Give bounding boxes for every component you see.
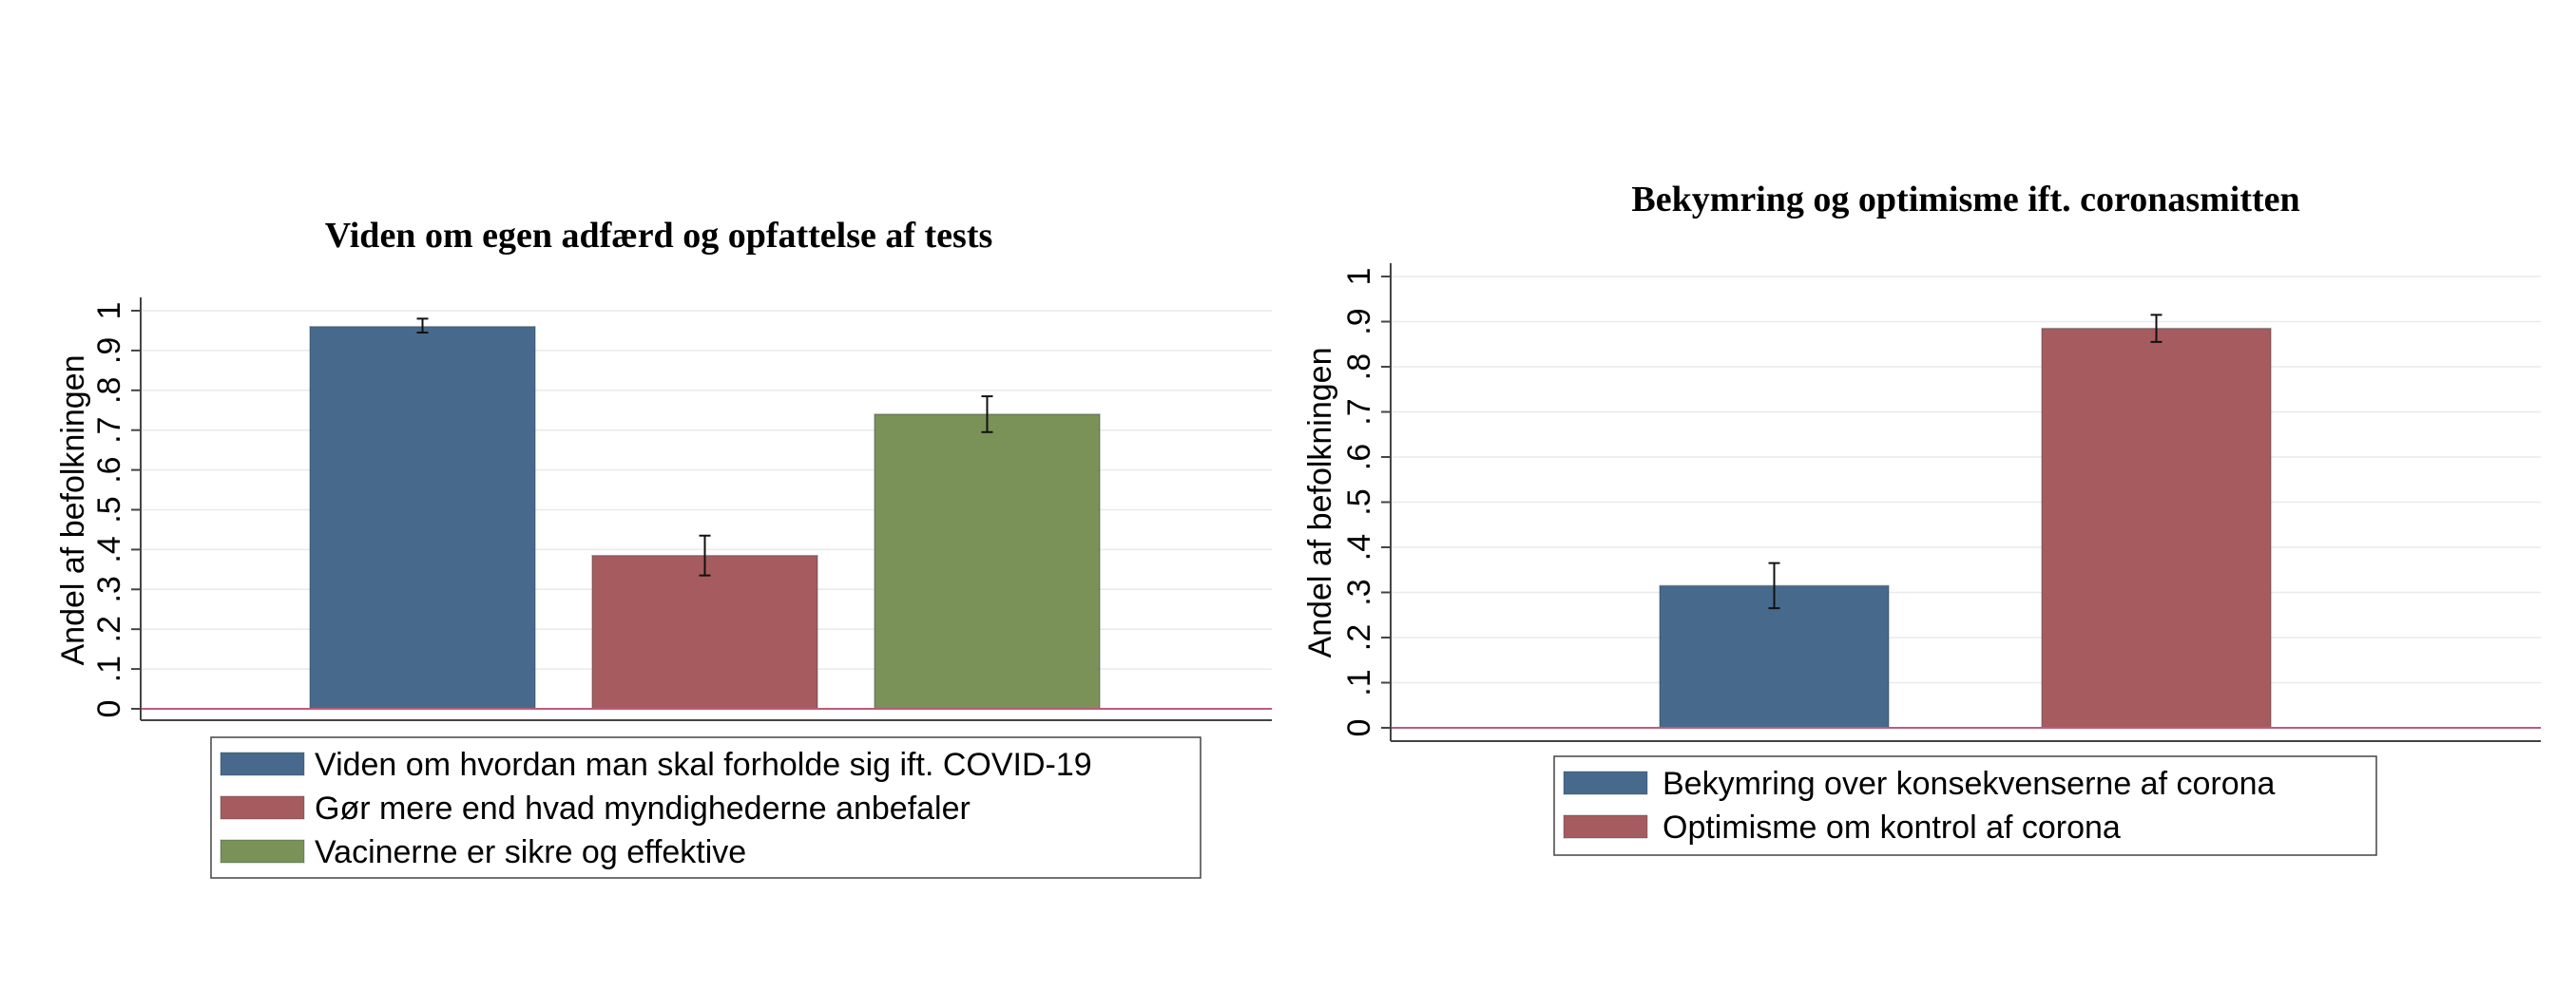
- legend: Bekymring over konsekvenserne af corona O…: [1553, 755, 2377, 856]
- y-axis-label: Andel af befolkningen: [55, 354, 91, 665]
- bar-1: [309, 326, 536, 710]
- legend-swatch: [220, 752, 305, 776]
- bar-2: [591, 554, 818, 710]
- legend: Viden om hvordan man skal forholde sig i…: [210, 736, 1201, 879]
- y-tick-label: .8: [91, 377, 127, 404]
- error-bar-2: [2150, 314, 2163, 343]
- legend-item-1: Bekymring over konsekvenserne af corona: [1563, 766, 2276, 802]
- y-tick-label: .1: [91, 656, 127, 682]
- y-tick-label: .5: [1341, 488, 1377, 515]
- y-tick-label: .7: [91, 417, 127, 444]
- y-tick-label: .8: [1341, 353, 1377, 380]
- legend-box: [1553, 755, 2377, 856]
- error-bar-1: [416, 317, 429, 334]
- y-tick-label: .5: [91, 496, 127, 523]
- y-tick-label: 1: [1341, 268, 1377, 286]
- bar-2: [2041, 327, 2272, 729]
- y-tick-label: 1: [91, 302, 127, 320]
- y-tick-label: .1: [1341, 669, 1377, 696]
- legend-swatch: [1563, 814, 1648, 839]
- error-bar-1: [1768, 562, 1780, 610]
- y-tick-label: .9: [1341, 308, 1377, 334]
- legend-item-3: Vacinerne er sikre og effektive: [220, 834, 746, 870]
- y-tick-label: .4: [1341, 534, 1377, 561]
- legend-swatch: [220, 795, 305, 820]
- legend-label: Viden om hvordan man skal forholde sig i…: [315, 747, 1092, 783]
- y-tick-label: .2: [1341, 624, 1377, 651]
- y-tick-label: .3: [1341, 579, 1377, 605]
- y-tick-label: 0: [1341, 719, 1377, 737]
- y-tick-label: 0: [91, 700, 127, 718]
- left-chart-panel: 0 .1 .2 .3 .4 .5 .6 .7 .8 .9 1 Andel af befolkninge…: [55, 216, 1272, 879]
- legend-label: Gør mere end hvad myndighederne anbefale…: [315, 791, 971, 827]
- y-tick-label: .3: [91, 576, 127, 602]
- bar-1: [1659, 584, 1890, 729]
- y-tick-label: .9: [91, 337, 127, 364]
- right-chart-panel: 0 .1 .2 .3 .4 .5 .6 .7 .8 .9 1 Andel af befolkninge…: [1302, 180, 2541, 856]
- legend-label: Bekymring over konsekvenserne af corona: [1663, 766, 2276, 802]
- error-bar-3: [981, 395, 993, 433]
- y-tick-label: .2: [91, 616, 127, 642]
- legend-box: [210, 736, 1201, 879]
- legend-label: Optimisme om kontrol af corona: [1663, 810, 2121, 846]
- chart-title: Viden om egen adfærd og opfattelse af te…: [325, 216, 993, 256]
- y-tick-label: .7: [1341, 398, 1377, 425]
- legend-swatch: [1563, 771, 1648, 795]
- bar-3: [874, 413, 1101, 710]
- legend-swatch: [220, 839, 305, 864]
- chart-title: Bekymring og optimisme ift. coronasmitte…: [1631, 180, 2299, 219]
- legend-item-2: Optimisme om kontrol af corona: [1563, 810, 2121, 846]
- y-tick-label: .6: [91, 456, 127, 483]
- y-tick-label: .6: [1341, 444, 1377, 470]
- legend-item-2: Gør mere end hvad myndighederne anbefale…: [220, 791, 971, 827]
- y-tick-label: .4: [91, 536, 127, 562]
- legend-label: Vacinerne er sikre og effektive: [315, 834, 746, 870]
- y-axis-label: Andel af befolkningen: [1302, 347, 1338, 657]
- error-bar-2: [699, 534, 711, 577]
- legend-item-1: Viden om hvordan man skal forholde sig i…: [220, 747, 1092, 783]
